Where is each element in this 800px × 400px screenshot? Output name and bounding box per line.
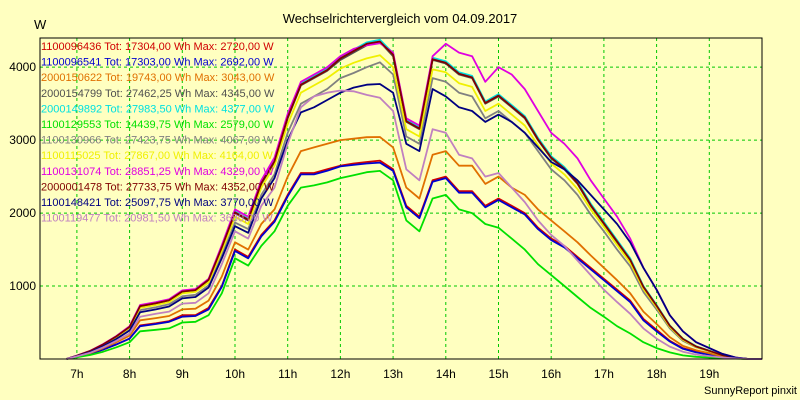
y-tick-label-1: 2000 bbox=[9, 206, 36, 220]
series-line-7 bbox=[66, 61, 762, 360]
y-tick-label-0: 1000 bbox=[9, 279, 36, 293]
legend-entry-12: 1100119477 Tot: 20981,50 Wh Max: 3680,00… bbox=[41, 213, 273, 225]
legend-entry-11: 1100148421 Tot: 25097,75 Wh Max: 3770,00… bbox=[41, 197, 274, 209]
x-tick-label-7: 14h bbox=[436, 367, 456, 381]
series-line-2 bbox=[66, 161, 762, 360]
x-tick-label-4: 11h bbox=[278, 367, 297, 381]
legend-entry-9: 1100131074 Tot: 28851,25 Wh Max: 4329,00… bbox=[41, 166, 274, 178]
x-tick-label-6: 13h bbox=[383, 367, 403, 381]
y-tick-labels: 1000 2000 3000 4000 bbox=[9, 60, 36, 293]
x-tick-label-1: 8h bbox=[123, 367, 136, 381]
legend-entry-2: 1100096541 Tot: 17303,00 Wh Max: 2692,00… bbox=[41, 57, 274, 69]
series-line-8 bbox=[66, 54, 762, 360]
series-line-1 bbox=[66, 159, 762, 360]
x-tick-label-8: 15h bbox=[488, 367, 508, 381]
x-tick-label-3: 10h bbox=[225, 367, 245, 381]
x-tick-label-0: 7h bbox=[70, 367, 83, 381]
series-line-3 bbox=[66, 136, 762, 360]
series-line-12 bbox=[66, 89, 762, 360]
y-tick-label-3: 4000 bbox=[9, 60, 36, 74]
y-tick-label-2: 3000 bbox=[9, 133, 36, 147]
legend-entry-1: 1100096436 Tot: 17304,00 Wh Max: 2720,00… bbox=[41, 41, 274, 53]
x-tick-label-11: 18h bbox=[647, 367, 667, 381]
legend-entry-5: 2000149892 Tot: 27983,50 Wh Max: 4377,00… bbox=[41, 103, 275, 115]
x-tick-label-10: 17h bbox=[594, 367, 614, 381]
legend-entry-4: 2000154799 Tot: 27462,25 Wh Max: 4345,00… bbox=[41, 88, 275, 100]
plot-frame bbox=[39, 37, 763, 360]
legend-entry-6: 1100129553 Tot: 14439,75 Wh Max: 2579,00… bbox=[41, 119, 274, 131]
legend-entry-3: 2000150622 Tot: 19743,00 Wh Max: 3043,00… bbox=[41, 72, 275, 84]
series-line-6 bbox=[66, 169, 762, 360]
legend: 1100096436 Tot: 17304,00 Wh Max: 2720,00… bbox=[41, 41, 275, 225]
x-tick-label-9: 16h bbox=[541, 367, 561, 381]
legend-entry-8: 1100115025 Tot: 27867,00 Wh Max: 4164,00… bbox=[41, 150, 273, 162]
footer-credit: SunnyReport pinxit bbox=[704, 385, 797, 397]
x-tick-labels: 7h 8h 9h 10h 11h 12h 13h 14h 15h 16h 17h 18h 19h bbox=[70, 367, 719, 381]
series-lines bbox=[66, 38, 762, 360]
x-tick-label-12: 19h bbox=[699, 367, 719, 381]
x-tick-label-2: 9h bbox=[176, 367, 189, 381]
legend-entry-7: 1100130966 Tot: 27423,75 Wh Max: 4067,00… bbox=[41, 135, 274, 147]
x-tick-label-5: 12h bbox=[330, 367, 350, 381]
series-line-11 bbox=[66, 83, 762, 360]
series-line-10 bbox=[66, 40, 762, 360]
y-axis-label: W bbox=[34, 17, 47, 32]
legend-entry-10: 2000001478 Tot: 27733,75 Wh Max: 4352,00… bbox=[41, 181, 275, 193]
chart-title: Wechselrichtervergleich vom 04.09.2017 bbox=[283, 11, 518, 26]
